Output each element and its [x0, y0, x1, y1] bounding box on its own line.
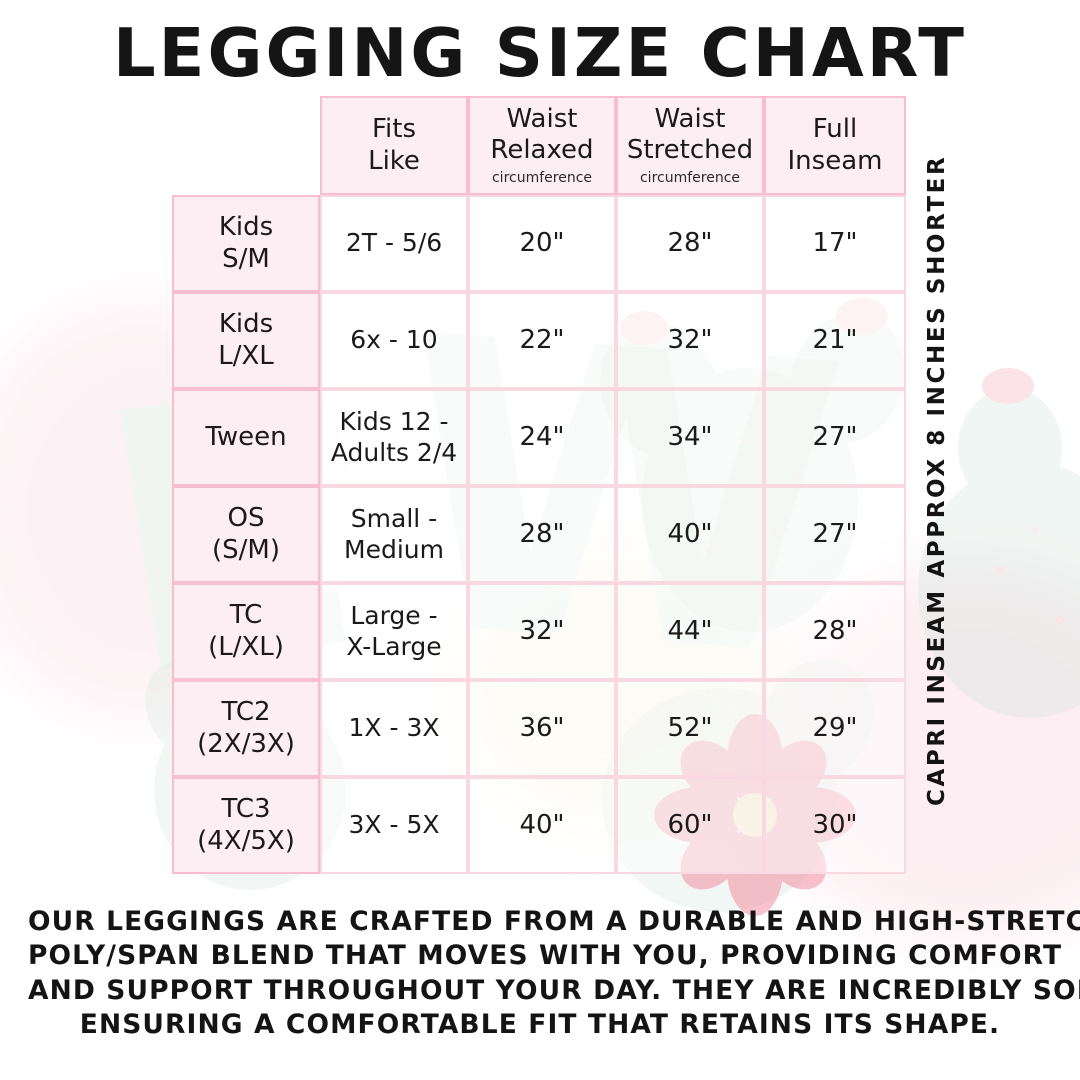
cell-waist-relaxed: 32" [468, 583, 616, 680]
column-header-subtitle: circumference [491, 170, 593, 187]
cell-waist-stretched: 52" [616, 680, 764, 777]
row-label-line1: TC2 [221, 696, 271, 727]
page-title: LEGGING SIZE CHART [112, 14, 967, 92]
cell-waist-stretched: 32" [616, 292, 764, 389]
row-label-os-sm: OS (S/M) [172, 486, 320, 583]
capri-inseam-note: CAPRI INSEAM APPROX 8 INCHES SHORTER [916, 0, 962, 806]
column-header-line2: Relaxed [490, 135, 594, 166]
cell-full-inseam: 27" [764, 486, 906, 583]
cell-waist-relaxed: 28" [468, 486, 616, 583]
row-label-tc3-4x5x: TC3 (4X/5X) [172, 777, 320, 874]
cell-full-inseam: 27" [764, 389, 906, 486]
cell-line1: Kids 12 - [339, 407, 449, 436]
row-label-line1: TC [229, 599, 263, 630]
cell-waist-stretched: 28" [616, 195, 764, 292]
capri-inseam-note-text: CAPRI INSEAM APPROX 8 INCHES SHORTER [924, 154, 950, 806]
column-header-line1: Fits [371, 113, 417, 144]
footer-description: OUR LEGGINGS ARE CRAFTED FROM A DURABLE … [0, 905, 1080, 1043]
row-label-line2: (4X/5X) [197, 825, 295, 856]
cell-line2: X-Large [346, 631, 442, 661]
cell-line2: Medium [344, 534, 444, 564]
row-label-kids-lxl: Kids L/XL [172, 292, 320, 389]
cell-line1: Small - [350, 504, 438, 533]
cell-waist-relaxed: 20" [468, 195, 616, 292]
row-label-line2: (L/XL) [208, 631, 284, 662]
column-header-waist-relaxed: Waist Relaxed circumference [468, 96, 616, 195]
size-chart-grid: Fits Like Waist Relaxed circumference Wa… [172, 96, 906, 877]
cell-waist-stretched: 40" [616, 486, 764, 583]
cell-fits-like: Small - Medium [320, 486, 468, 583]
column-header-fits-like: Fits Like [320, 96, 468, 195]
cell-waist-stretched: 44" [616, 583, 764, 680]
column-header-line2: Like [368, 145, 420, 176]
row-label-line1: TC3 [221, 793, 271, 824]
row-label-line2: L/XL [218, 340, 274, 371]
cell-line1: 1X - 3X [348, 713, 440, 743]
row-label-line2: (S/M) [212, 534, 280, 565]
column-header-line1: Waist [654, 103, 726, 134]
cell-line1: 3X - 5X [348, 810, 440, 840]
cell-full-inseam: 29" [764, 680, 906, 777]
cell-full-inseam: 28" [764, 583, 906, 680]
row-label-tc2-2x3x: TC2 (2X/3X) [172, 680, 320, 777]
cell-full-inseam: 30" [764, 777, 906, 874]
column-header-line2: Stretched [626, 135, 754, 166]
column-header-line2: Inseam [787, 145, 883, 176]
row-label-line2: S/M [222, 243, 270, 274]
cell-full-inseam: 17" [764, 195, 906, 292]
footer-line-3: AND SUPPORT THROUGHOUT YOUR DAY. THEY AR… [28, 974, 1080, 1006]
cell-fits-like: Kids 12 - Adults 2/4 [320, 389, 468, 486]
column-header-line1: Waist [506, 103, 578, 134]
footer-line-2: POLY/SPAN BLEND THAT MOVES WITH YOU, PRO… [28, 940, 1063, 972]
row-label-kids-sm: Kids S/M [172, 195, 320, 292]
cell-fits-like: 2T - 5/6 [320, 195, 468, 292]
row-label-tc-lxl: TC (L/XL) [172, 583, 320, 680]
table-corner-blank [172, 96, 320, 195]
cell-line2: Adults 2/4 [330, 437, 458, 467]
row-label-line1: Tween [205, 421, 287, 452]
row-label-line1: OS [227, 502, 265, 533]
cell-fits-like: 6x - 10 [320, 292, 468, 389]
footer-line-1: OUR LEGGINGS ARE CRAFTED FROM A DURABLE … [28, 906, 1080, 937]
footer-line-4: ENSURING A COMFORTABLE FIT THAT RETAINS … [79, 1009, 1001, 1041]
cell-waist-stretched: 34" [616, 389, 764, 486]
cell-full-inseam: 21" [764, 292, 906, 389]
column-header-full-inseam: Full Inseam [764, 96, 906, 195]
cell-fits-like: 3X - 5X [320, 777, 468, 874]
cell-line1: 6x - 10 [350, 325, 438, 355]
cell-fits-like: 1X - 3X [320, 680, 468, 777]
cell-waist-relaxed: 22" [468, 292, 616, 389]
cell-line1: Large - [350, 601, 438, 630]
cell-waist-relaxed: 36" [468, 680, 616, 777]
cell-waist-relaxed: 24" [468, 389, 616, 486]
cell-waist-stretched: 60" [616, 777, 764, 874]
cell-fits-like: Large - X-Large [320, 583, 468, 680]
row-label-tween: Tween [172, 389, 320, 486]
row-label-line2: (2X/3X) [197, 728, 295, 759]
column-header-waist-stretched: Waist Stretched circumference [616, 96, 764, 195]
size-chart-table: Fits Like Waist Relaxed circumference Wa… [172, 96, 906, 877]
column-header-line1: Full [812, 113, 858, 144]
column-header-subtitle: circumference [639, 170, 741, 187]
row-label-line1: Kids [218, 308, 274, 339]
cell-waist-relaxed: 40" [468, 777, 616, 874]
cell-line1: 2T - 5/6 [345, 228, 443, 258]
row-label-line1: Kids [218, 211, 274, 242]
